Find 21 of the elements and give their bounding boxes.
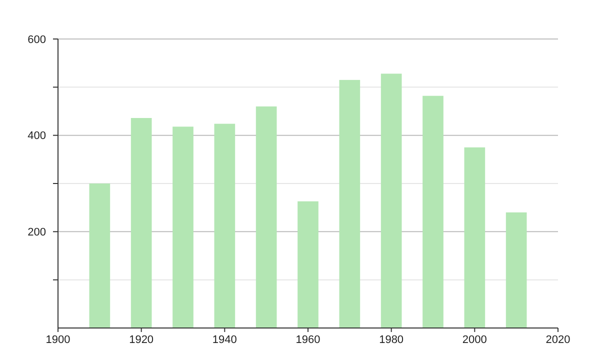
x-tick-label: 2000 [462,334,487,346]
bar [422,96,444,328]
bar [89,184,110,328]
bar [130,118,152,328]
y-tick-label: 200 [28,226,46,239]
bar [380,74,402,328]
x-tick-label: 1940 [212,334,237,346]
x-tick-label: 1960 [296,334,320,346]
bar [256,106,277,328]
x-tick-label: 1920 [129,334,154,346]
x-tick-label: 2020 [546,334,570,346]
bar [214,124,236,328]
bar [506,212,527,328]
y-tick-label: 400 [28,130,46,142]
x-tick-label: 1900 [46,334,70,346]
bar [339,80,360,328]
bar [172,126,194,328]
x-tick-label: 1980 [379,334,404,346]
bar [298,201,318,328]
y-tick-label: 600 [28,34,46,46]
bar [464,147,486,328]
